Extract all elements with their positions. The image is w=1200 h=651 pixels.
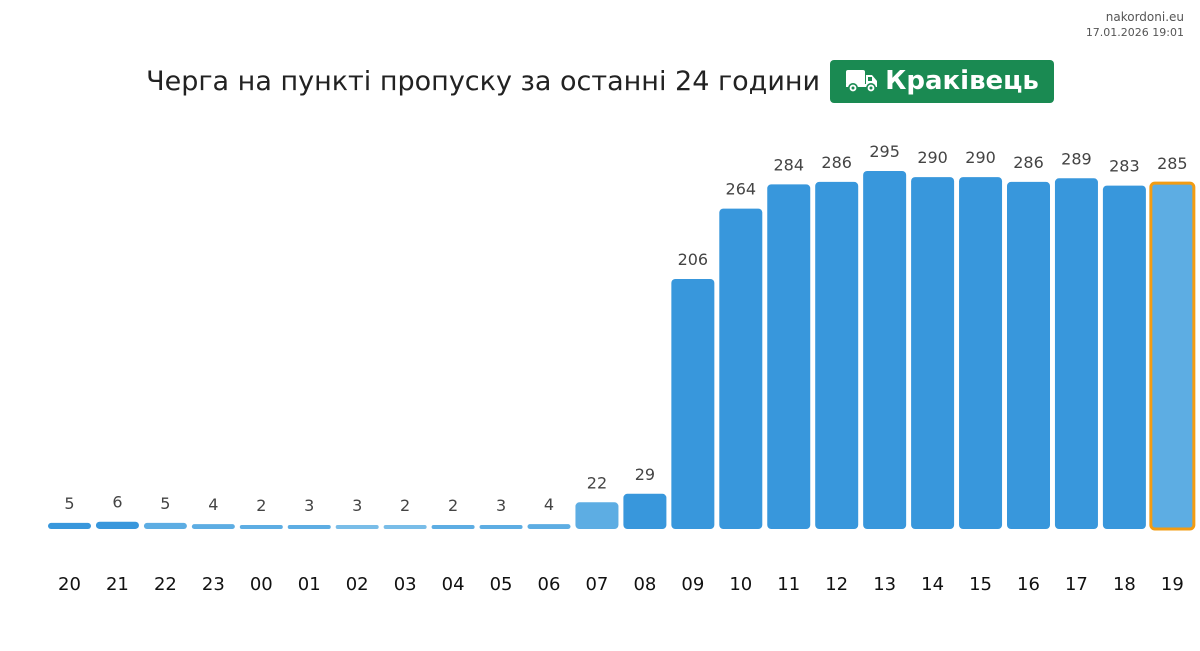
value-label: 6 [112, 493, 122, 512]
x-tick-label: 16 [1017, 574, 1040, 595]
value-label: 4 [208, 495, 218, 514]
bar-11 [767, 184, 811, 529]
value-label: 3 [352, 496, 362, 515]
x-tick-label: 20 [58, 574, 81, 595]
bar-22 [143, 522, 187, 529]
x-tick-label: 05 [490, 574, 513, 595]
bar-13 [863, 171, 907, 529]
x-tick-label: 07 [585, 574, 608, 595]
x-tick-label: 11 [777, 574, 800, 595]
bar-15 [959, 177, 1003, 529]
site-name: nakordoni.eu [1105, 10, 1184, 24]
x-tick-label: 06 [538, 574, 561, 595]
value-label: 3 [496, 496, 506, 515]
x-tick-label: 10 [729, 574, 752, 595]
x-tick-label: 14 [921, 574, 944, 595]
x-tick-label: 19 [1161, 574, 1184, 595]
x-tick-label: 18 [1113, 574, 1136, 595]
value-label: 264 [726, 180, 757, 199]
x-tick-label: 21 [106, 574, 129, 595]
value-label: 290 [965, 148, 996, 167]
x-tick-label: 02 [346, 574, 369, 595]
value-label: 286 [821, 153, 852, 172]
x-tick-label: 03 [394, 574, 417, 595]
value-label: 2 [256, 496, 266, 515]
value-label: 283 [1109, 157, 1140, 176]
value-label: 284 [773, 155, 804, 174]
value-label: 5 [64, 494, 74, 513]
bar-01 [287, 525, 331, 529]
value-label: 206 [678, 250, 709, 269]
value-label: 3 [304, 496, 314, 515]
x-tick-label: 13 [873, 574, 896, 595]
value-label: 2 [448, 496, 458, 515]
x-tick-label: 15 [969, 574, 992, 595]
checkpoint-name: Краківець [885, 66, 1039, 96]
x-tick-label: 09 [681, 574, 704, 595]
bar-03 [383, 525, 427, 529]
value-label: 2 [400, 496, 410, 515]
bar-20 [48, 522, 91, 529]
bar-current-hour [1149, 181, 1196, 531]
bar-14 [911, 177, 955, 529]
value-label: 285 [1157, 154, 1188, 173]
update-timestamp: 17.01.2026 19:01 [1085, 26, 1184, 39]
x-tick-label: 04 [442, 574, 465, 595]
bar-16 [1007, 181, 1050, 529]
value-label: 22 [587, 473, 607, 492]
bar-23 [191, 524, 235, 529]
bar-05 [479, 525, 523, 529]
bar-10 [719, 208, 763, 529]
x-tick-label: 00 [250, 574, 273, 595]
value-label: 286 [1013, 153, 1044, 172]
bar-06 [527, 524, 571, 529]
bar-02 [335, 525, 379, 529]
bar-07 [575, 502, 619, 529]
source-meta: nakordoni.eu 17.01.2026 19:01 [1086, 9, 1184, 41]
x-tick-label: 12 [825, 574, 848, 595]
x-tick-label: 22 [154, 574, 177, 595]
bar-17 [1054, 178, 1098, 529]
page-title: Черга на пункті пропуску за останні 24 г… [146, 65, 821, 97]
value-label: 4 [544, 495, 554, 514]
bar-09 [671, 279, 715, 529]
x-tick-label: 23 [202, 574, 225, 595]
bar-18 [1102, 185, 1146, 529]
value-label: 290 [917, 148, 948, 167]
truck-icon [846, 70, 878, 93]
value-label: 29 [635, 465, 655, 484]
bar-08 [623, 493, 667, 529]
value-label: 289 [1061, 149, 1092, 168]
bar-00 [239, 525, 283, 529]
bar-12 [815, 181, 859, 529]
bar-21 [95, 521, 139, 529]
value-label: 295 [869, 142, 900, 161]
x-tick-label: 08 [633, 574, 656, 595]
chart-header: Черга на пункті пропуску за останні 24 г… [0, 59, 1200, 103]
bar-04 [431, 525, 475, 529]
checkpoint-badge: Краківець [830, 59, 1054, 103]
value-label: 5 [160, 494, 170, 513]
x-tick-label: 01 [298, 574, 321, 595]
x-tick-label: 17 [1065, 574, 1088, 595]
